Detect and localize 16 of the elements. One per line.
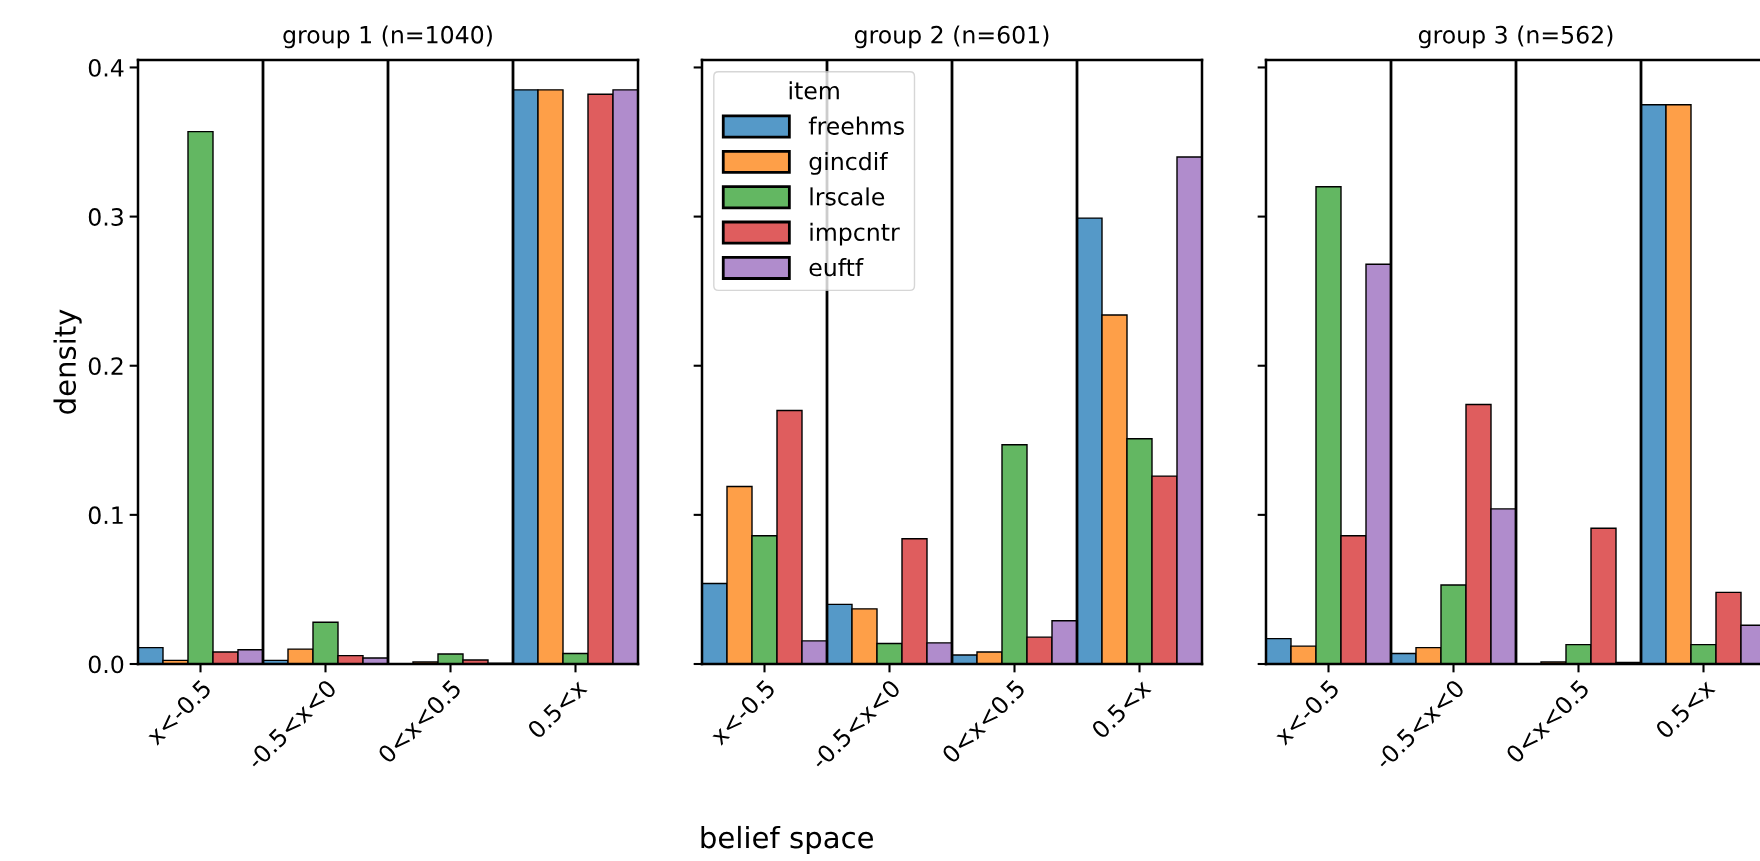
legend-label: lrscale xyxy=(810,187,885,206)
y-axis-title: density xyxy=(53,309,82,414)
y-tick-label: 0.3 xyxy=(88,208,123,226)
legend-label: gincdif xyxy=(809,151,889,175)
chart-title: group 3 (n=562) xyxy=(1418,25,1613,49)
y-tick-label: 0.0 xyxy=(88,655,124,674)
chart-title: group 2 (n=601) xyxy=(854,25,1049,49)
legend-title: item xyxy=(789,81,839,100)
legend-label: freehms xyxy=(808,116,904,135)
y-tick-label: 0.1 xyxy=(88,506,123,525)
legend-label: impcntr xyxy=(810,222,900,246)
x-axis-title: belief space xyxy=(701,825,874,855)
y-tick-label: 0.4 xyxy=(88,58,124,77)
y-tick-label: 0.2 xyxy=(88,357,123,376)
legend-label: euftf xyxy=(809,258,864,277)
chart-title: group 1 (n=1040) xyxy=(283,25,492,49)
